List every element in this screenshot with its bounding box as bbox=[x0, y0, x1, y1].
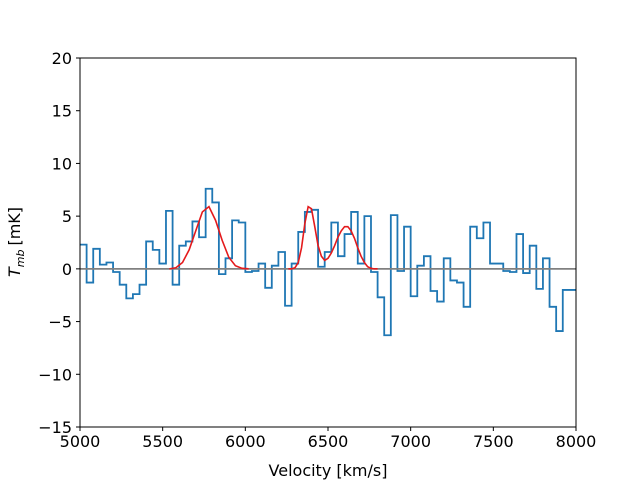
y-tick-label: −15 bbox=[38, 418, 72, 437]
plot-frame bbox=[79, 57, 577, 428]
y-tick-label: 0 bbox=[62, 260, 72, 279]
y-label-symbol: T bbox=[5, 266, 24, 277]
y-axis-label: Tmb [mK] bbox=[5, 207, 27, 277]
x-axis-label: Velocity [km/s] bbox=[269, 461, 388, 480]
x-tick-label: 5500 bbox=[142, 432, 183, 451]
y-tick-label: 15 bbox=[52, 102, 72, 121]
y-label-unit: [mK] bbox=[5, 207, 24, 246]
y-tick-label: 5 bbox=[62, 207, 72, 226]
x-tick-label: 5000 bbox=[60, 432, 101, 451]
y-tick-label: −10 bbox=[38, 365, 72, 384]
y-label-subscript: mb bbox=[14, 250, 27, 268]
spectrum-step bbox=[80, 187, 576, 337]
x-tick-label: 8000 bbox=[556, 432, 597, 451]
y-tick-label: −5 bbox=[48, 313, 72, 332]
x-tick-label: 7000 bbox=[390, 432, 431, 451]
x-tick-label: 6000 bbox=[225, 432, 266, 451]
y-tick-label: 20 bbox=[52, 49, 72, 68]
x-tick-label: 7500 bbox=[473, 432, 514, 451]
y-tick-label: 10 bbox=[52, 154, 72, 173]
fit-line bbox=[169, 205, 378, 270]
x-tick-label: 6500 bbox=[308, 432, 349, 451]
